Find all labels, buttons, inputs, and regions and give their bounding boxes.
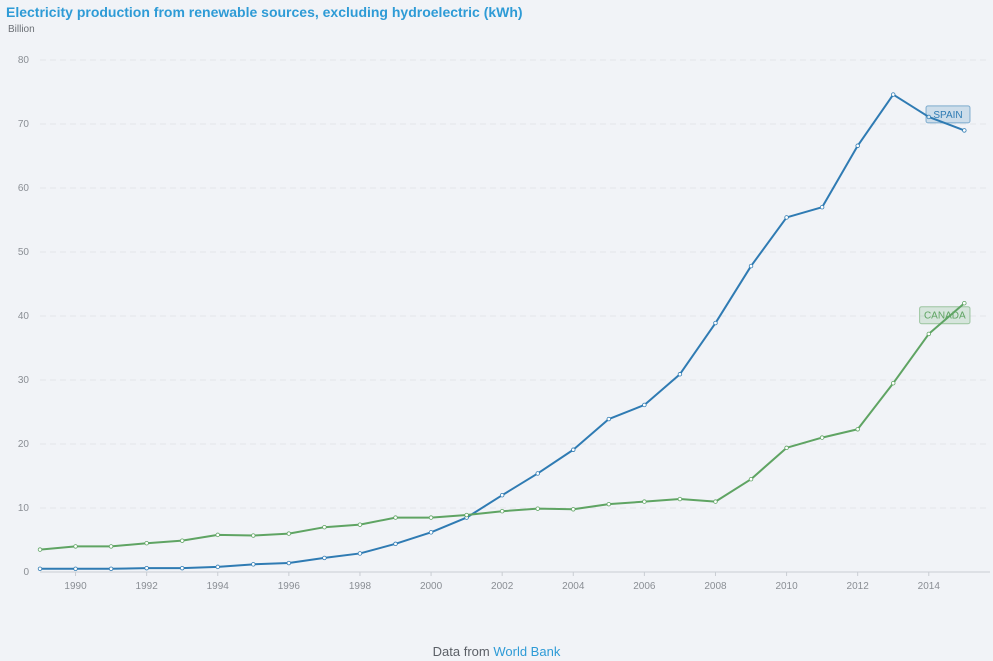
x-tick-label: 1996 xyxy=(278,581,301,592)
canada-point xyxy=(571,507,576,512)
spain-point xyxy=(819,204,825,210)
x-tick-label: 2000 xyxy=(420,581,443,592)
series-labels: SPAIN CANADA xyxy=(919,105,971,325)
spain-point xyxy=(37,566,43,571)
spain-point xyxy=(393,541,398,547)
canada-point xyxy=(322,525,327,530)
spain-line xyxy=(40,93,965,570)
y-tick-label: 80 xyxy=(18,55,30,66)
y-tick-label: 10 xyxy=(18,503,30,514)
canada-point xyxy=(251,533,256,538)
source-footer: Data from World Bank xyxy=(0,644,993,659)
spain-point xyxy=(926,114,931,120)
x-tick-label: 2008 xyxy=(704,581,727,592)
canada-point xyxy=(535,506,540,511)
x-tick-label: 2004 xyxy=(562,581,585,592)
spain-point xyxy=(891,92,896,97)
canada-point xyxy=(677,496,683,502)
canada-point xyxy=(464,512,469,518)
spain-point xyxy=(962,128,967,133)
canada-point xyxy=(108,544,114,549)
series-lines xyxy=(37,92,967,571)
canada-point xyxy=(144,541,149,546)
canada-point xyxy=(642,499,647,504)
spain-point xyxy=(748,263,754,269)
spain-point xyxy=(428,530,434,535)
spain-point xyxy=(322,555,327,561)
canada-point xyxy=(73,544,78,549)
canada-point xyxy=(855,427,860,432)
canada-point xyxy=(180,538,185,543)
y-tick-label: 60 xyxy=(18,183,30,194)
spain-point xyxy=(251,562,256,567)
canada-point xyxy=(891,381,896,386)
canada-point xyxy=(499,509,505,514)
spain-point xyxy=(784,215,789,220)
canada-point xyxy=(393,515,398,520)
spain-point xyxy=(606,416,612,422)
spain-point xyxy=(713,320,718,326)
x-tick-label: 2006 xyxy=(633,581,656,592)
source-prefix: Data from xyxy=(432,644,490,659)
chart-title: Electricity production from renewable so… xyxy=(6,4,523,20)
canada-point xyxy=(713,499,718,504)
canada-point xyxy=(286,531,292,536)
canada-point xyxy=(37,547,43,552)
canada-point xyxy=(784,445,789,451)
canada-point xyxy=(962,301,967,306)
axes: 0 10 20 30 40 50 60 70 80 1990 1992 1994 1996 1998 200… xyxy=(18,55,990,592)
spain-point xyxy=(144,565,149,571)
y-axis-unit-label: Billion xyxy=(8,24,35,35)
canada-point xyxy=(926,331,931,337)
x-tick-label: 2002 xyxy=(491,581,514,592)
x-tick-label: 1998 xyxy=(349,581,372,592)
x-tick-label: 2010 xyxy=(775,581,798,592)
spain-point xyxy=(357,551,363,556)
spain-point xyxy=(535,471,540,476)
spain-point xyxy=(286,560,292,566)
spain-point xyxy=(73,566,78,571)
spain-point xyxy=(180,565,185,571)
x-tick-label: 1990 xyxy=(64,581,87,592)
y-tick-label: 40 xyxy=(18,311,30,322)
y-tick-label: 50 xyxy=(18,247,30,258)
spain-point xyxy=(642,402,647,408)
canada-point xyxy=(748,477,754,482)
y-tick-label: 30 xyxy=(18,375,30,386)
y-tick-label: 70 xyxy=(18,119,30,130)
spain-point xyxy=(855,143,860,148)
spain-point xyxy=(677,372,683,377)
gridlines xyxy=(40,59,990,509)
canada-label: CANADA xyxy=(924,311,966,322)
spain-label: SPAIN xyxy=(933,110,962,121)
canada-label-box xyxy=(919,306,971,325)
canada-point xyxy=(819,435,825,440)
canada-point xyxy=(606,501,612,507)
spain-point xyxy=(499,493,505,498)
canada-point xyxy=(428,515,434,520)
spain-point xyxy=(571,447,576,452)
y-tick-label: 0 xyxy=(23,567,29,578)
x-tick-label: 2012 xyxy=(847,581,870,592)
canada-point xyxy=(357,522,363,527)
x-tick-label: 1992 xyxy=(136,581,159,592)
spain-point xyxy=(215,564,220,570)
x-tick-label: 1994 xyxy=(207,581,230,592)
spain-point xyxy=(108,566,114,571)
y-tick-label: 20 xyxy=(18,439,30,450)
canada-point xyxy=(215,532,220,538)
spain-label-box xyxy=(925,105,971,124)
world-bank-link[interactable]: World Bank xyxy=(493,644,561,659)
x-tick-label: 2014 xyxy=(918,581,941,592)
